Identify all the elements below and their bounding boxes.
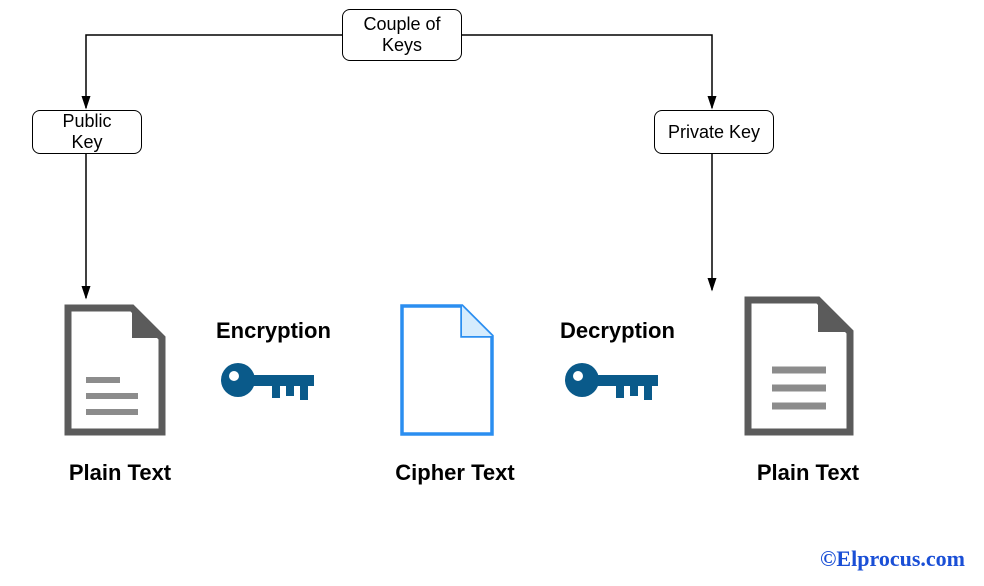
label-decryption: Decryption bbox=[560, 318, 675, 344]
label-cipher-text: Cipher Text bbox=[380, 460, 530, 486]
label-encryption: Encryption bbox=[216, 318, 331, 344]
watermark: ©Elprocus.com bbox=[820, 546, 965, 572]
node-public-key: Public Key bbox=[32, 110, 142, 154]
node-couple-of-keys: Couple of Keys bbox=[342, 9, 462, 61]
node-label: Couple of Keys bbox=[363, 14, 440, 56]
edge-couple-to-private bbox=[462, 35, 712, 108]
document-icon-cipher bbox=[396, 300, 498, 440]
document-icon-plain-left bbox=[60, 300, 170, 440]
label-plain-text-right: Plain Text bbox=[738, 460, 878, 486]
edge-couple-to-public bbox=[86, 35, 342, 108]
node-private-key: Private Key bbox=[654, 110, 774, 154]
node-label: Private Key bbox=[668, 122, 760, 143]
key-icon-encryption bbox=[216, 352, 326, 408]
label-plain-text-left: Plain Text bbox=[50, 460, 190, 486]
document-icon-plain-right bbox=[740, 292, 858, 440]
key-icon-decryption bbox=[560, 352, 670, 408]
node-label: Public Key bbox=[45, 111, 129, 153]
